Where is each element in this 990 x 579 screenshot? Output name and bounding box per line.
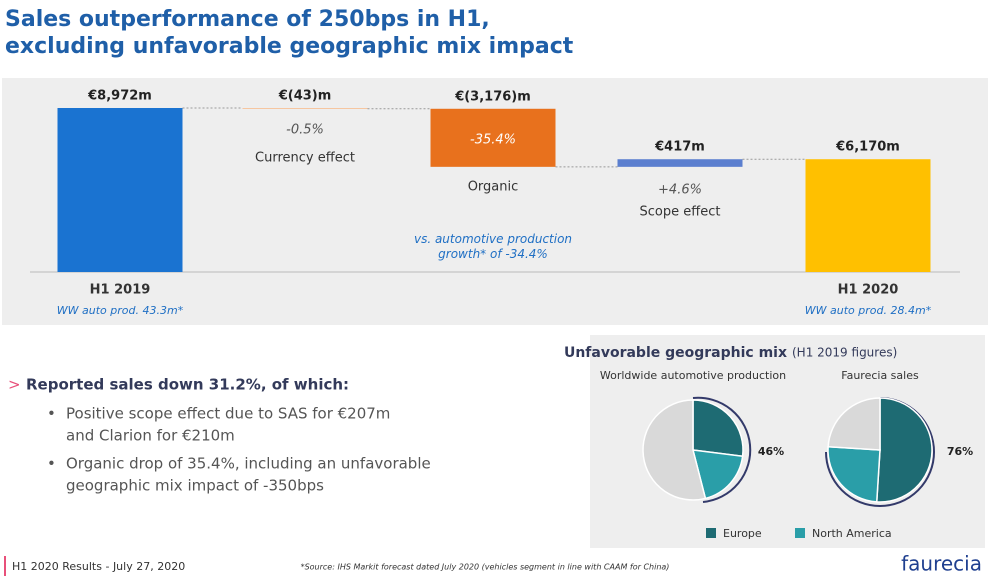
category-label: Currency effect <box>255 151 355 166</box>
legend-label: North America <box>812 527 892 540</box>
category-label: Scope effect <box>640 205 721 220</box>
pie-title: Worldwide automotive production <box>600 369 786 382</box>
value-label: €(3,176)m <box>454 89 531 104</box>
bar <box>805 159 931 272</box>
value-label: €417m <box>654 140 705 155</box>
pie-annotation: 76% <box>947 445 973 458</box>
bullet-dot: • <box>47 405 56 423</box>
pie-slice <box>642 399 707 501</box>
bullet-heading: Reported sales down 31.2%, of which: <box>26 376 349 394</box>
pct-label: -35.4% <box>470 133 516 148</box>
pie-slice <box>692 399 744 458</box>
value-label: €6,170m <box>835 140 900 155</box>
pct-label: -0.5% <box>286 123 324 138</box>
bullet-line: Positive scope effect due to SAS for €20… <box>66 405 390 423</box>
bar <box>430 108 556 167</box>
bullet-line: and Clarion for €210m <box>66 427 235 445</box>
category-label: H1 2020 <box>838 283 899 298</box>
pie-slice <box>691 449 744 500</box>
pie-annotation: 46% <box>758 445 784 458</box>
pie-slice <box>875 397 933 503</box>
footer-left: H1 2020 Results - July 27, 2020 <box>12 560 185 573</box>
footnote: *Source: IHS Markit forecast dated July … <box>301 563 670 572</box>
category-label: H1 2019 <box>90 283 151 298</box>
bullet-line: geographic mix impact of -350bps <box>66 477 324 495</box>
logo: faurecia <box>901 552 982 576</box>
bar <box>242 108 368 109</box>
pie-title: Faurecia sales <box>841 369 919 382</box>
bullet-marker: > <box>8 376 21 394</box>
note: WW auto prod. 43.3m* <box>56 304 184 317</box>
title-line: Sales outperformance of 250bps in H1, <box>5 7 490 32</box>
legend-label: Europe <box>723 527 762 540</box>
legend-swatch <box>706 528 716 538</box>
bullet-dot: • <box>47 455 56 473</box>
value-label: €(43)m <box>278 89 332 104</box>
mix-subtitle: (H1 2019 figures) <box>792 346 897 360</box>
legend-swatch <box>795 528 805 538</box>
bar <box>617 159 743 167</box>
footer-bar <box>4 556 6 576</box>
pie-slice <box>827 445 881 503</box>
bar <box>57 108 183 272</box>
mix-title: Unfavorable geographic mix <box>564 345 787 361</box>
arc-arrow <box>692 396 752 503</box>
pct-label: +4.6% <box>658 183 702 198</box>
title-line: excluding unfavorable geographic mix imp… <box>5 34 574 59</box>
note: vs. automotive production growth* of -34… <box>413 232 573 261</box>
note: WW auto prod. 28.4m* <box>804 304 932 317</box>
bullet-line: Organic drop of 35.4%, including an unfa… <box>66 455 431 473</box>
pie-slice <box>827 397 881 451</box>
value-label: €8,972m <box>87 89 152 104</box>
category-label: Organic <box>468 180 519 195</box>
